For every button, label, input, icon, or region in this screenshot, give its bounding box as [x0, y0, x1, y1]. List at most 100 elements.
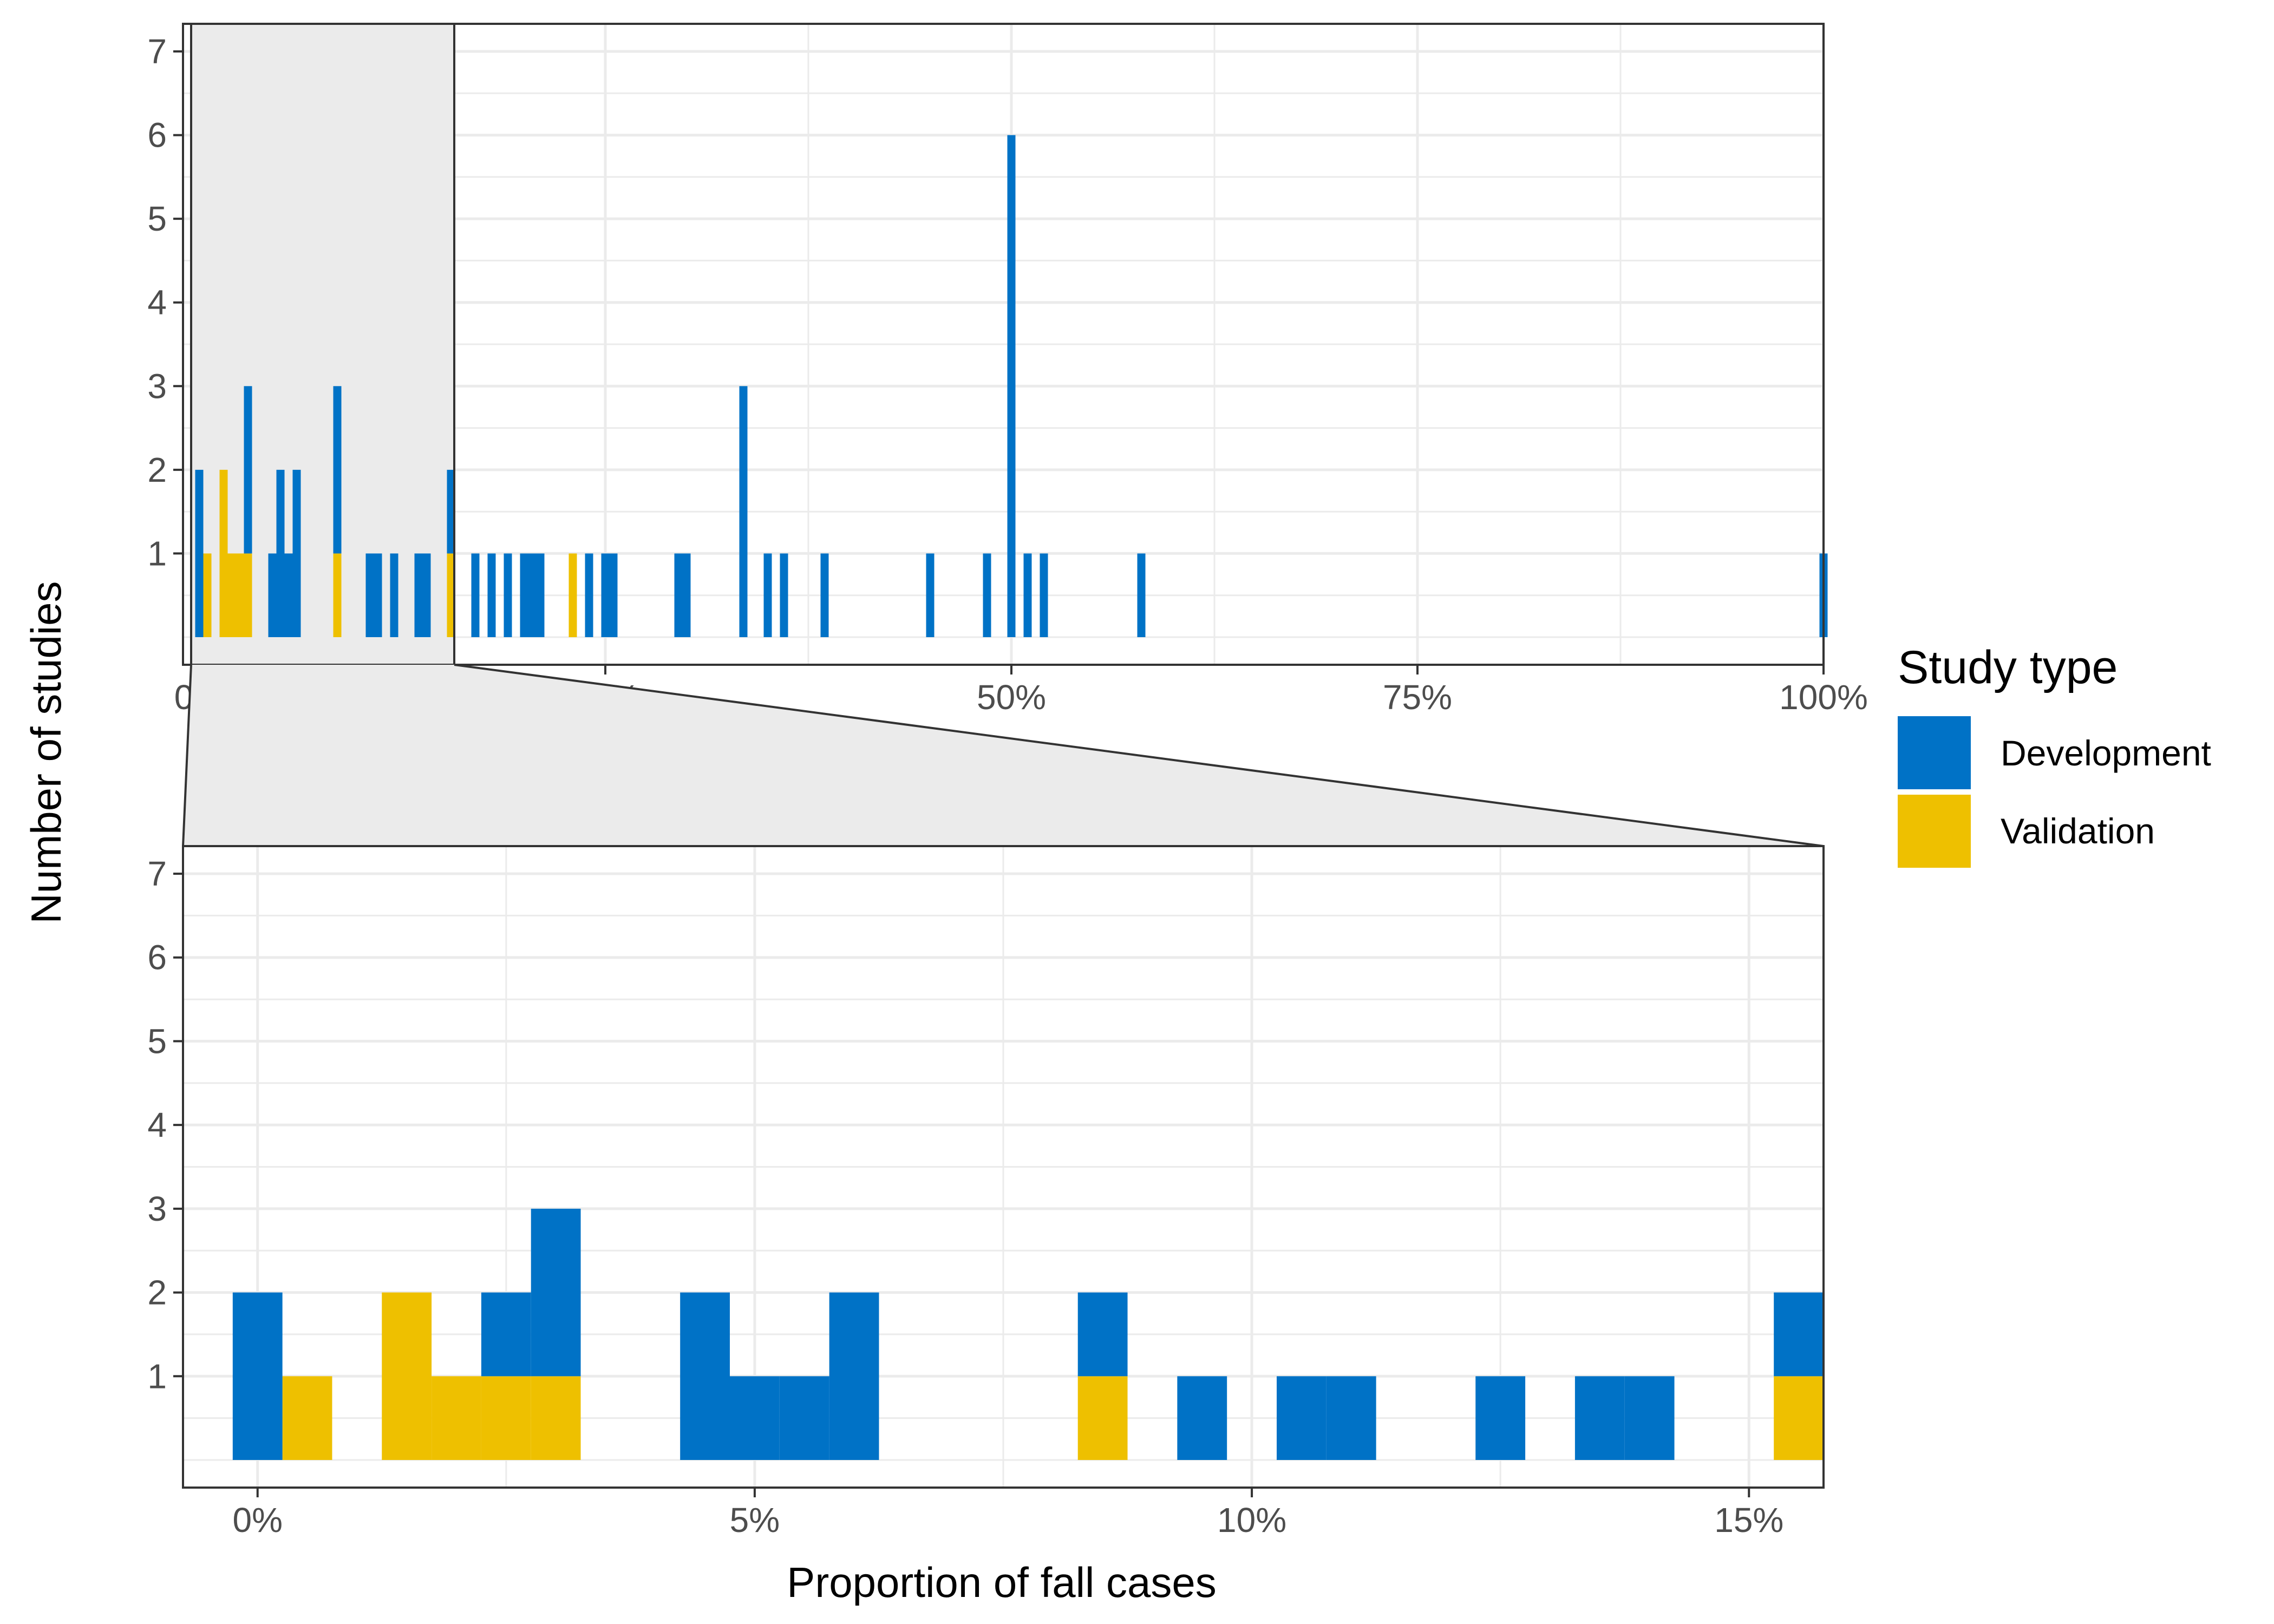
bar-development — [609, 553, 618, 637]
top-y-tick-label: 6 — [147, 116, 167, 155]
bar-development — [779, 1376, 829, 1460]
bar-validation — [227, 553, 236, 637]
bar-development — [926, 553, 935, 637]
bar-development — [528, 553, 537, 637]
bar-validation — [432, 1376, 481, 1460]
bar-validation — [568, 553, 577, 637]
zoom-panel-border — [182, 845, 1825, 1489]
bar-development — [674, 553, 683, 637]
top-y-tick-label: 3 — [147, 366, 167, 405]
bar-development — [730, 1376, 780, 1460]
bar-validation — [333, 553, 342, 637]
zoom-x-axis: 0% 5% 10% 15% — [232, 1488, 1783, 1540]
zoom-y-axis: 1 2 3 4 5 6 7 — [147, 854, 183, 1396]
legend-title: Study type — [1898, 641, 2118, 693]
bar-validation — [1774, 1376, 1824, 1460]
bot-x-tick-label: 5% — [730, 1501, 780, 1540]
bar-development — [680, 1292, 730, 1460]
bar-development — [292, 469, 301, 637]
bar-development — [447, 469, 455, 554]
top-y-tick-label: 7 — [147, 32, 167, 71]
bar-development — [1774, 1292, 1824, 1377]
top-y-tick-label: 2 — [147, 450, 167, 489]
top-y-tick-label: 5 — [147, 199, 167, 238]
zoom-grid — [183, 846, 1824, 1488]
bar-development — [390, 553, 398, 637]
top-y-tick-label: 4 — [147, 283, 167, 322]
bar-development — [739, 386, 748, 637]
zoom-connector-left-line — [182, 664, 192, 847]
bar-development — [1077, 1292, 1128, 1377]
bot-x-tick-label: 0% — [232, 1501, 283, 1540]
bar-development — [471, 553, 480, 637]
bar-validation — [244, 553, 252, 637]
bar-development — [268, 553, 277, 637]
bar-development — [1574, 1376, 1625, 1460]
bar-development — [232, 1292, 283, 1460]
bar-development — [1040, 553, 1048, 637]
bar-development — [1023, 553, 1032, 637]
bar-development — [1007, 135, 1016, 638]
y-axis-title: Number of studies — [22, 581, 70, 924]
bar-development — [820, 553, 829, 637]
bar-development — [487, 553, 496, 637]
bar-development — [1326, 1376, 1376, 1460]
bar-development — [780, 553, 788, 637]
bar-validation — [219, 469, 228, 637]
bar-development — [1624, 1376, 1675, 1460]
bot-y-tick-label: 7 — [147, 854, 167, 893]
legend: Study type Development Validation — [1898, 641, 2211, 868]
bar-development — [829, 1292, 879, 1460]
bot-x-tick-label: 15% — [1714, 1501, 1783, 1540]
bar-validation — [447, 553, 455, 637]
bar-development — [585, 553, 593, 637]
legend-label-development: Development — [2001, 733, 2211, 773]
bar-validation — [1077, 1376, 1128, 1460]
bar-development — [365, 553, 374, 637]
bot-y-tick-label: 5 — [147, 1021, 167, 1060]
top-y-tick-label: 1 — [147, 534, 167, 573]
bar-development — [422, 553, 431, 637]
bar-development — [1475, 1376, 1526, 1460]
bar-validation — [203, 553, 212, 637]
bar-development — [244, 386, 252, 554]
zoom-panel: 1 2 3 4 5 6 7 0% 5% 10% 15% — [147, 845, 1825, 1540]
overview-panel-border — [182, 23, 1825, 666]
bar-validation — [382, 1292, 432, 1460]
bar-development — [531, 1208, 581, 1377]
zoom-connector — [183, 665, 1824, 846]
top-x-tick-label: 75% — [1383, 678, 1452, 717]
bot-y-tick-label: 6 — [147, 938, 167, 977]
bar-development — [333, 386, 342, 554]
x-axis-title: Proportion of fall cases — [787, 1558, 1216, 1606]
zoom-bars — [232, 1208, 1824, 1460]
bar-development — [504, 553, 512, 637]
top-x-tick-label: 100% — [1779, 678, 1868, 717]
bar-validation — [481, 1376, 531, 1460]
bot-y-tick-label: 2 — [147, 1273, 167, 1312]
bar-development — [195, 469, 204, 637]
bar-validation — [282, 1376, 332, 1460]
bot-y-tick-label: 1 — [147, 1357, 167, 1396]
bar-development — [682, 553, 691, 637]
bar-validation — [236, 553, 244, 637]
bot-y-tick-label: 3 — [147, 1189, 167, 1228]
bot-y-tick-label: 4 — [147, 1105, 167, 1144]
legend-swatch-development — [1898, 716, 1971, 789]
bar-development — [601, 553, 610, 637]
bar-development — [983, 553, 991, 637]
bar-development — [1277, 1376, 1327, 1460]
bar-development — [374, 553, 382, 637]
bar-development — [1137, 553, 1146, 637]
bar-development — [520, 553, 528, 637]
zoom-connector-right-line — [454, 664, 1824, 847]
bar-development — [276, 469, 285, 637]
legend-label-validation: Validation — [2001, 811, 2155, 851]
bar-development — [414, 553, 423, 637]
legend-swatch-validation — [1898, 795, 1971, 868]
bar-development — [536, 553, 545, 637]
bar-validation — [531, 1376, 581, 1460]
bar-development — [1177, 1376, 1227, 1460]
